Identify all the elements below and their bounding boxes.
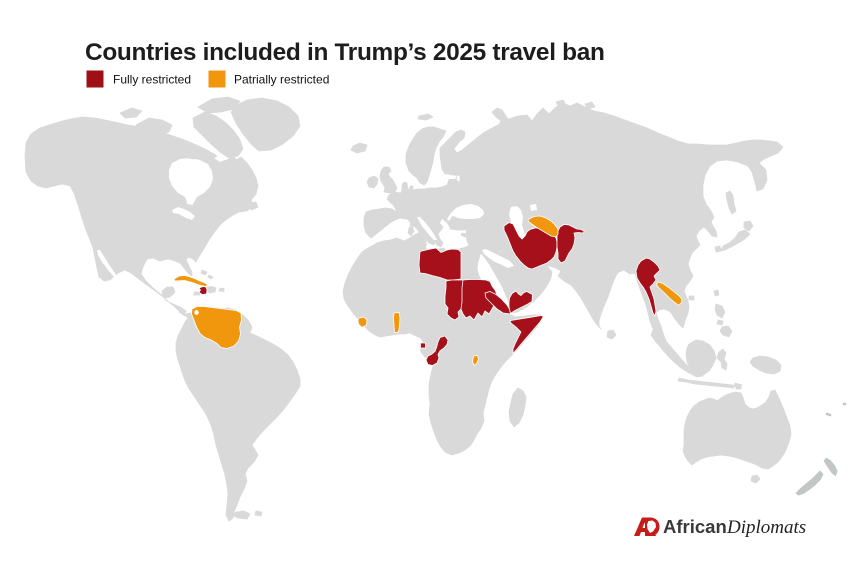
svg-text:Diplomats: Diplomats <box>726 517 806 538</box>
svg-text:Countries included in Trump’s: Countries included in Trump’s 2025 trave… <box>85 39 605 66</box>
svg-text:Fully restricted: Fully restricted <box>113 73 191 87</box>
svg-text:African: African <box>663 516 727 537</box>
svg-text:Patrially restricted: Patrially restricted <box>234 73 329 87</box>
